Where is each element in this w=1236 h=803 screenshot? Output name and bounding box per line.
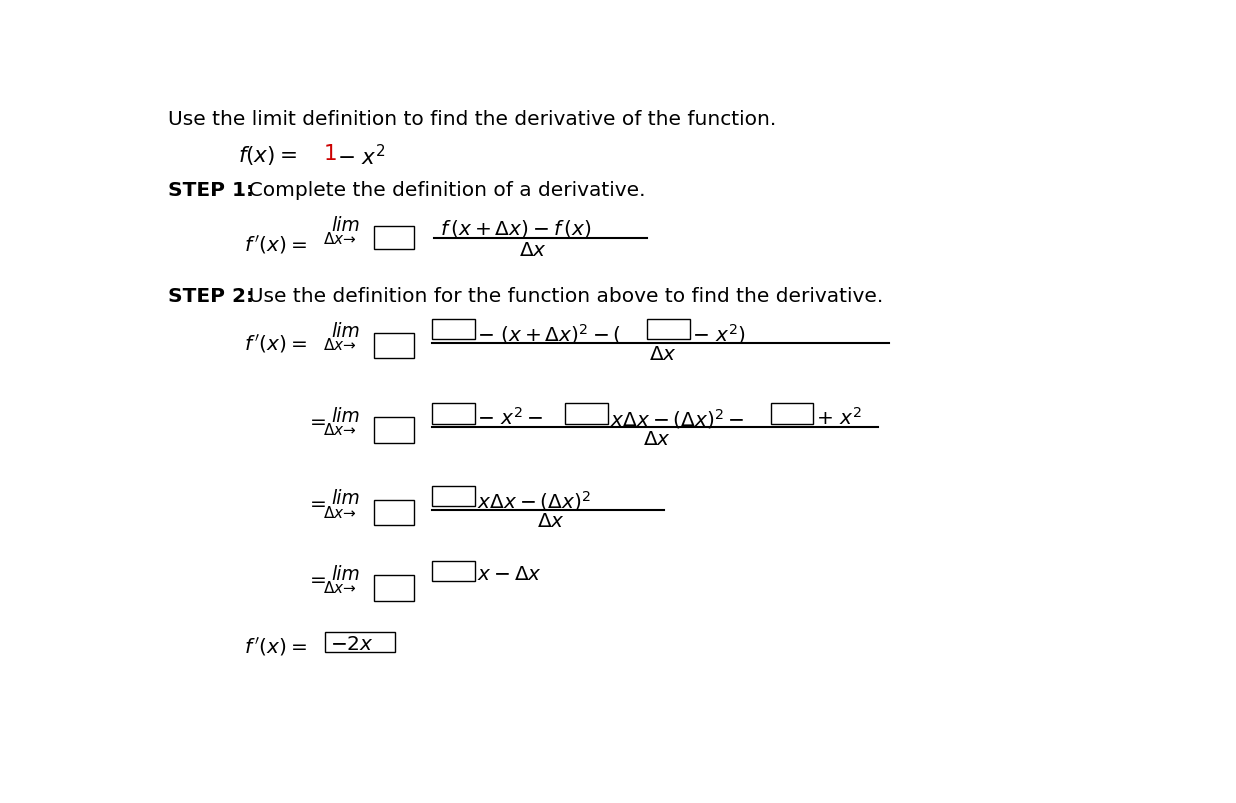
Bar <box>770 404 813 424</box>
Bar <box>648 320 690 340</box>
Text: $\Delta x\!\rightarrow$: $\Delta x\!\rightarrow$ <box>324 504 357 520</box>
Text: $\Delta x\!\rightarrow$: $\Delta x\!\rightarrow$ <box>324 422 357 438</box>
Text: $x\Delta x - (\Delta x)^2 -$: $x\Delta x - (\Delta x)^2 -$ <box>611 406 745 430</box>
Text: Use the definition for the function above to find the derivative.: Use the definition for the function abov… <box>236 287 884 306</box>
Text: $\Delta x\!\rightarrow$: $\Delta x\!\rightarrow$ <box>324 337 357 353</box>
Bar <box>431 404 475 424</box>
Text: =: = <box>309 570 326 589</box>
Text: lim: lim <box>331 564 360 583</box>
Bar <box>373 500 414 525</box>
Text: lim: lim <box>331 322 360 340</box>
Text: $-\ x^2$: $-\ x^2$ <box>336 144 386 169</box>
Text: $-\ (x + \Delta x)^2 - ($: $-\ (x + \Delta x)^2 - ($ <box>477 322 620 345</box>
Bar <box>431 561 475 581</box>
Bar <box>373 227 414 251</box>
Text: $-\ x^2 -$: $-\ x^2 -$ <box>477 406 544 428</box>
Text: $x\Delta x - (\Delta x)^2$: $x\Delta x - (\Delta x)^2$ <box>477 488 591 512</box>
Text: $\Delta x\!\rightarrow$: $\Delta x\!\rightarrow$ <box>324 579 357 595</box>
Bar <box>565 404 608 424</box>
Text: lim: lim <box>331 488 360 507</box>
Text: $\Delta x$: $\Delta x$ <box>519 241 546 260</box>
Text: STEP 1:: STEP 1: <box>168 181 255 200</box>
Text: $\Delta x$: $\Delta x$ <box>649 344 677 364</box>
Text: $x - \Delta x$: $x - \Delta x$ <box>477 564 541 583</box>
Text: $f\,'(x) =$: $f\,'(x) =$ <box>243 332 307 355</box>
Bar <box>325 633 394 652</box>
Text: $\Delta x$: $\Delta x$ <box>536 512 565 531</box>
Bar <box>431 487 475 506</box>
Text: Complete the definition of a derivative.: Complete the definition of a derivative. <box>236 181 645 200</box>
Text: $f\,'(x) =$: $f\,'(x) =$ <box>243 233 307 255</box>
Text: lim: lim <box>331 406 360 426</box>
Text: $+\ x^2$: $+\ x^2$ <box>816 406 861 428</box>
Text: $\Delta x$: $\Delta x$ <box>643 430 671 448</box>
Text: STEP 2:: STEP 2: <box>168 287 255 306</box>
Text: $-\ x^2)$: $-\ x^2)$ <box>692 322 747 345</box>
Text: =: = <box>309 413 326 431</box>
Bar <box>373 576 414 601</box>
Text: lim: lim <box>331 215 360 234</box>
Bar <box>373 333 414 359</box>
Bar <box>373 418 414 443</box>
Text: $f\,(x + \Delta x) - f\,(x)$: $f\,(x + \Delta x) - f\,(x)$ <box>440 218 591 238</box>
Bar <box>431 320 475 340</box>
Text: Use the limit definition to find the derivative of the function.: Use the limit definition to find the der… <box>168 110 776 129</box>
Text: $1$: $1$ <box>324 144 337 164</box>
Text: =: = <box>309 495 326 514</box>
Text: $f(x) =$: $f(x) =$ <box>239 144 297 167</box>
Text: $-2x$: $-2x$ <box>330 634 373 654</box>
Text: $f\,'(x) =$: $f\,'(x) =$ <box>243 634 307 657</box>
Text: $\Delta x\!\rightarrow$: $\Delta x\!\rightarrow$ <box>324 231 357 247</box>
